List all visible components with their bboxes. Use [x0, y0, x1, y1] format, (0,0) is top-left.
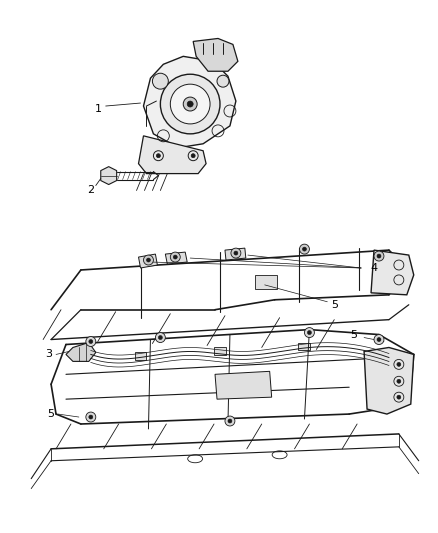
Circle shape [160, 74, 220, 134]
Text: 2: 2 [87, 185, 94, 196]
Polygon shape [144, 56, 236, 148]
Circle shape [377, 337, 381, 342]
Circle shape [374, 335, 384, 344]
Circle shape [89, 415, 93, 419]
Circle shape [397, 379, 401, 383]
Circle shape [231, 248, 241, 258]
Polygon shape [101, 167, 117, 184]
Circle shape [152, 73, 168, 89]
Text: 5: 5 [331, 300, 338, 310]
Polygon shape [225, 248, 246, 260]
Circle shape [225, 416, 235, 426]
Circle shape [170, 252, 180, 262]
Circle shape [146, 258, 150, 262]
Circle shape [155, 333, 165, 343]
Circle shape [170, 84, 210, 124]
Polygon shape [364, 348, 414, 414]
Circle shape [144, 255, 153, 265]
Bar [134, 352, 146, 360]
Circle shape [303, 247, 307, 251]
Text: 3: 3 [46, 350, 53, 359]
Polygon shape [66, 343, 96, 361]
Polygon shape [138, 254, 157, 268]
Polygon shape [165, 252, 187, 264]
Text: 5: 5 [48, 409, 55, 419]
Bar [214, 348, 226, 356]
Circle shape [374, 251, 384, 261]
Circle shape [234, 251, 238, 255]
Circle shape [377, 254, 381, 258]
Bar [298, 343, 311, 351]
Circle shape [307, 330, 311, 335]
Circle shape [397, 362, 401, 366]
Circle shape [173, 255, 177, 259]
Circle shape [217, 75, 229, 87]
Bar [255, 275, 277, 289]
Circle shape [86, 412, 96, 422]
Circle shape [191, 154, 195, 158]
Circle shape [187, 101, 193, 107]
Circle shape [159, 336, 162, 340]
Circle shape [86, 336, 96, 346]
Polygon shape [193, 38, 238, 71]
Polygon shape [215, 372, 272, 399]
Circle shape [300, 244, 309, 254]
Polygon shape [138, 136, 206, 174]
Polygon shape [371, 250, 414, 295]
Text: 4: 4 [371, 263, 378, 273]
Circle shape [228, 419, 232, 423]
Circle shape [156, 154, 160, 158]
Circle shape [304, 328, 314, 337]
Circle shape [397, 395, 401, 399]
Text: 5: 5 [351, 329, 358, 340]
Circle shape [183, 97, 197, 111]
Ellipse shape [228, 375, 242, 395]
Ellipse shape [247, 375, 261, 395]
Text: 1: 1 [95, 104, 102, 114]
Circle shape [89, 340, 93, 343]
